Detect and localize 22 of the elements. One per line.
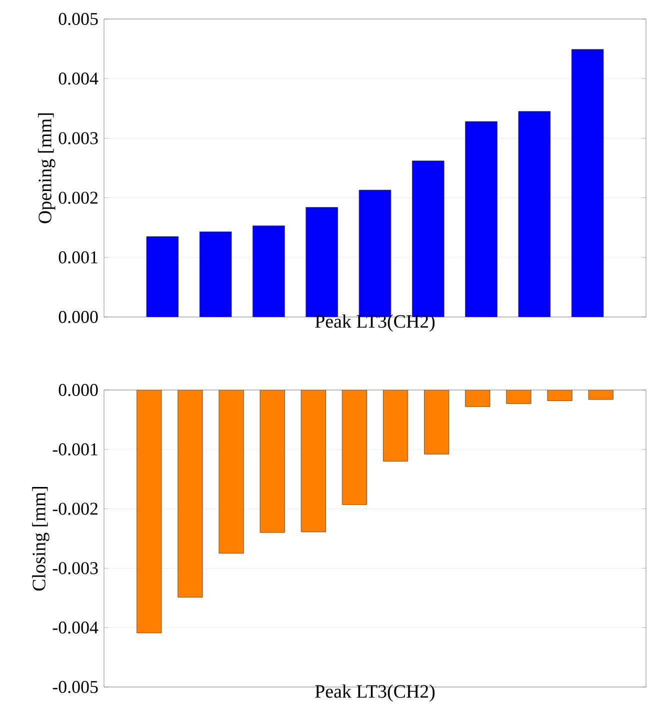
y-tick-label: -0.005 — [52, 680, 98, 694]
y-tick-label: -0.002 — [52, 502, 98, 515]
bar — [199, 232, 232, 317]
y-axis-title: Closing [mm] — [32, 487, 50, 591]
bar — [465, 121, 498, 317]
y-tick-label: -0.004 — [52, 622, 98, 634]
bar — [252, 226, 285, 317]
y-tick-label: 0.002 — [58, 192, 98, 204]
y-axis-title: Opening [mm] — [38, 113, 56, 224]
y-tick-label: 0.000 — [58, 310, 98, 324]
y-tick-label: 0.001 — [58, 251, 98, 264]
bar — [146, 236, 179, 317]
y-tick-label: 0.000 — [58, 384, 98, 396]
y-tick-label: 0.003 — [58, 132, 98, 144]
y-tick-label: -0.003 — [52, 562, 98, 574]
y-tick-label: 0.004 — [58, 72, 98, 85]
y-tick-label: -0.001 — [52, 443, 98, 456]
x-axis-title: Peak LT3(CH2) — [315, 314, 435, 332]
x-axis-title: Peak LT3(CH2) — [315, 684, 435, 702]
bar — [518, 111, 551, 317]
bar — [571, 49, 604, 317]
y-tick-label: 0.005 — [58, 12, 98, 26]
